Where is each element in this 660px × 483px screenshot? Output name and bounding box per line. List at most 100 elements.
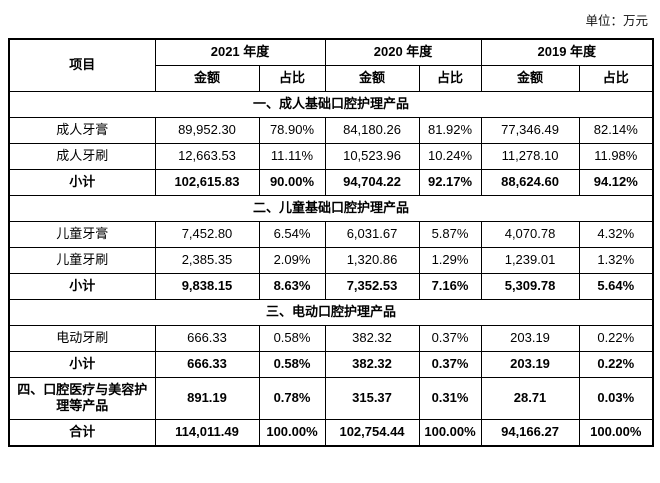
amount-cell: 7,452.80: [154, 221, 260, 248]
amount-cell: 88,624.60: [480, 169, 580, 196]
ratio-cell: 1.29%: [418, 247, 482, 274]
amount-cell: 666.33: [154, 351, 260, 378]
ratio-cell: 82.14%: [578, 117, 654, 144]
col-header-amount-2021: 金额: [154, 65, 260, 92]
table-body: 一、成人基础口腔护理产品 成人牙膏 89,952.30 78.90% 84,180.26…: [8, 91, 654, 446]
amount-cell: 89,952.30: [154, 117, 260, 144]
row-label: 电动牙刷: [8, 325, 156, 352]
ratio-cell: 78.90%: [258, 117, 326, 144]
section-row: 三、电动口腔护理产品: [8, 299, 654, 326]
row-label: 小计: [8, 273, 156, 300]
ratio-cell: 0.31%: [418, 377, 482, 420]
amount-cell: 11,278.10: [480, 143, 580, 170]
amount-cell: 382.32: [324, 351, 420, 378]
amount-cell: 77,346.49: [480, 117, 580, 144]
amount-cell: 315.37: [324, 377, 420, 420]
amount-cell: 7,352.53: [324, 273, 420, 300]
amount-cell: 84,180.26: [324, 117, 420, 144]
col-header-year-2021: 2021 年度: [154, 38, 326, 66]
col-header-year-2020: 2020 年度: [324, 38, 482, 66]
amount-cell: 102,754.44: [324, 418, 420, 446]
ratio-cell: 2.09%: [258, 247, 326, 274]
table-row: 四、口腔医疗与美容护理等产品 891.19 0.78% 315.37 0.31% 28.7…: [8, 377, 654, 420]
col-header-amount-2019: 金额: [480, 65, 580, 92]
amount-cell: 1,320.86: [324, 247, 420, 274]
ratio-cell: 0.22%: [578, 351, 654, 378]
row-label: 成人牙膏: [8, 117, 156, 144]
revenue-breakdown-table: 项目 2021 年度 2020 年度 2019 年度 金额 占比 金额 占比 金…: [8, 38, 655, 447]
amount-cell: 6,031.67: [324, 221, 420, 248]
table-row: 成人牙膏 89,952.30 78.90% 84,180.26 81.92% 77,346…: [8, 117, 654, 144]
header-row-subcolumns: 金额 占比 金额 占比 金额 占比: [9, 65, 654, 92]
amount-cell: 9,838.15: [154, 273, 260, 300]
col-header-ratio-2019: 占比: [578, 65, 654, 92]
amount-cell: 4,070.78: [480, 221, 580, 248]
ratio-cell: 7.16%: [418, 273, 482, 300]
ratio-cell: 11.11%: [258, 143, 326, 170]
ratio-cell: 90.00%: [258, 169, 326, 196]
row-label: 合计: [8, 418, 156, 446]
amount-cell: 94,704.22: [324, 169, 420, 196]
amount-cell: 203.19: [480, 325, 580, 352]
amount-cell: 94,166.27: [480, 418, 580, 446]
table-row: 小计 666.33 0.58% 382.32 0.37% 203.19 0.22%: [8, 351, 654, 378]
row-label: 成人牙刷: [8, 143, 156, 170]
table-row: 合计 114,011.49 100.00% 102,754.44 100.00% 94,1…: [8, 418, 654, 446]
ratio-cell: 100.00%: [418, 418, 482, 446]
ratio-cell: 0.37%: [418, 325, 482, 352]
ratio-cell: 10.24%: [418, 143, 482, 170]
unit-label: 单位：万元: [585, 14, 648, 28]
ratio-cell: 4.32%: [578, 221, 654, 248]
amount-cell: 203.19: [480, 351, 580, 378]
amount-cell: 12,663.53: [154, 143, 260, 170]
section-row: 一、成人基础口腔护理产品: [8, 91, 654, 118]
amount-cell: 10,523.96: [324, 143, 420, 170]
table-row: 电动牙刷 666.33 0.58% 382.32 0.37% 203.19 0.22%: [8, 325, 654, 352]
ratio-cell: 11.98%: [578, 143, 654, 170]
row-label: 小计: [8, 169, 156, 196]
header-row-years: 项目 2021 年度 2020 年度 2019 年度: [8, 38, 654, 92]
table-row: 小计 9,838.15 8.63% 7,352.53 7.16% 5,309.78 5.64…: [8, 273, 654, 300]
amount-cell: 28.71: [480, 377, 580, 420]
section-label: 一、成人基础口腔护理产品: [8, 91, 654, 118]
col-header-ratio-2020: 占比: [418, 65, 482, 92]
ratio-cell: 0.78%: [258, 377, 326, 420]
amount-cell: 666.33: [154, 325, 260, 352]
col-header-year-2019: 2019 年度: [480, 38, 654, 66]
ratio-cell: 0.58%: [258, 325, 326, 352]
ratio-cell: 81.92%: [418, 117, 482, 144]
row-label: 四、口腔医疗与美容护理等产品: [8, 377, 156, 420]
amount-cell: 114,011.49: [154, 418, 260, 446]
section-label: 三、电动口腔护理产品: [8, 299, 654, 326]
section-row: 二、儿童基础口腔护理产品: [8, 195, 654, 222]
row-label: 儿童牙膏: [8, 221, 156, 248]
table-row: 儿童牙刷 2,385.35 2.09% 1,320.86 1.29% 1,239.01 1.…: [8, 247, 654, 274]
ratio-cell: 100.00%: [578, 418, 654, 446]
table-row: 成人牙刷 12,663.53 11.11% 10,523.96 10.24% 11,278…: [8, 143, 654, 170]
amount-cell: 382.32: [324, 325, 420, 352]
ratio-cell: 6.54%: [258, 221, 326, 248]
row-label: 儿童牙刷: [8, 247, 156, 274]
col-header-amount-2020: 金额: [324, 65, 420, 92]
ratio-cell: 100.00%: [258, 418, 326, 446]
ratio-cell: 1.32%: [578, 247, 654, 274]
row-label: 小计: [8, 351, 156, 378]
ratio-cell: 5.87%: [418, 221, 482, 248]
section-label: 二、儿童基础口腔护理产品: [8, 195, 654, 222]
ratio-cell: 94.12%: [578, 169, 654, 196]
amount-cell: 5,309.78: [480, 273, 580, 300]
ratio-cell: 0.58%: [258, 351, 326, 378]
col-header-item: 项目: [8, 38, 156, 92]
ratio-cell: 0.03%: [578, 377, 654, 420]
amount-cell: 2,385.35: [154, 247, 260, 274]
amount-cell: 1,239.01: [480, 247, 580, 274]
ratio-cell: 5.64%: [578, 273, 654, 300]
table-row: 小计 102,615.83 90.00% 94,704.22 92.17% 88,624.…: [8, 169, 654, 196]
amount-cell: 102,615.83: [154, 169, 260, 196]
ratio-cell: 0.37%: [418, 351, 482, 378]
col-header-ratio-2021: 占比: [258, 65, 326, 92]
amount-cell: 891.19: [154, 377, 260, 420]
ratio-cell: 8.63%: [258, 273, 326, 300]
ratio-cell: 0.22%: [578, 325, 654, 352]
